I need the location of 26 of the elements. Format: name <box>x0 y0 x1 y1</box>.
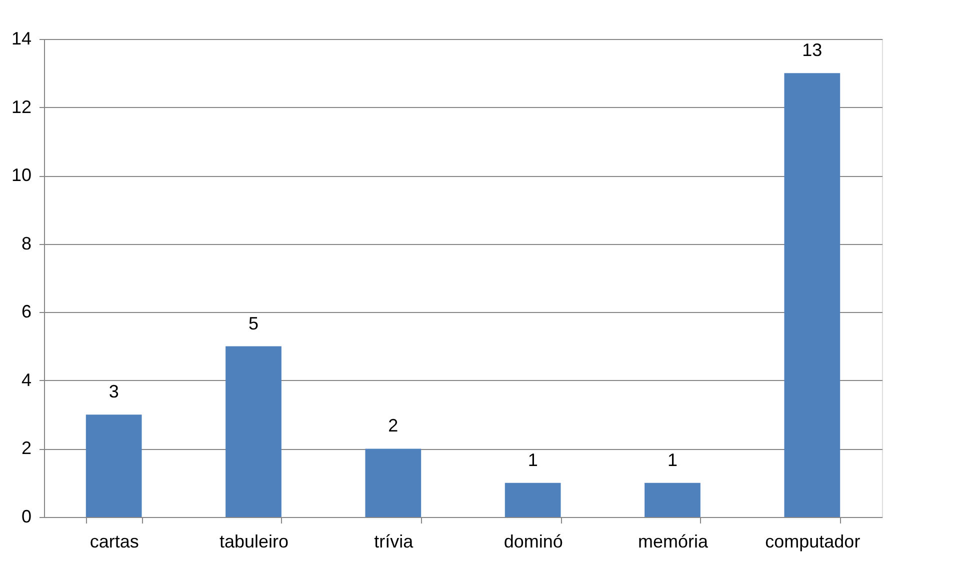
bar <box>86 414 142 517</box>
x-tick-label: tabuleiro <box>219 532 289 552</box>
y-tick-label: 12 <box>11 96 32 117</box>
y-tick-label: 8 <box>21 233 32 254</box>
x-tick-label: computador <box>765 532 860 552</box>
y-tick-label: 0 <box>21 506 32 526</box>
data-label: 3 <box>108 382 119 402</box>
data-label: 2 <box>388 416 398 436</box>
data-label: 5 <box>248 313 259 334</box>
bar <box>226 346 282 517</box>
data-label: 1 <box>528 450 538 470</box>
y-tick-label: 4 <box>21 370 32 390</box>
bar <box>365 448 422 517</box>
x-tick-label: memória <box>638 532 709 552</box>
x-tick-label: cartas <box>90 532 139 552</box>
bar <box>644 482 700 517</box>
data-label: 13 <box>802 40 822 60</box>
x-tick-label: trívia <box>374 532 414 552</box>
bar <box>784 73 840 517</box>
y-tick-label: 2 <box>21 438 32 458</box>
bar <box>504 482 561 517</box>
x-tick-label: dominó <box>504 532 563 552</box>
y-tick-label: 14 <box>11 28 32 48</box>
data-label: 1 <box>667 450 678 470</box>
y-tick-label: 10 <box>11 165 32 186</box>
y-tick-label: 6 <box>21 302 32 322</box>
